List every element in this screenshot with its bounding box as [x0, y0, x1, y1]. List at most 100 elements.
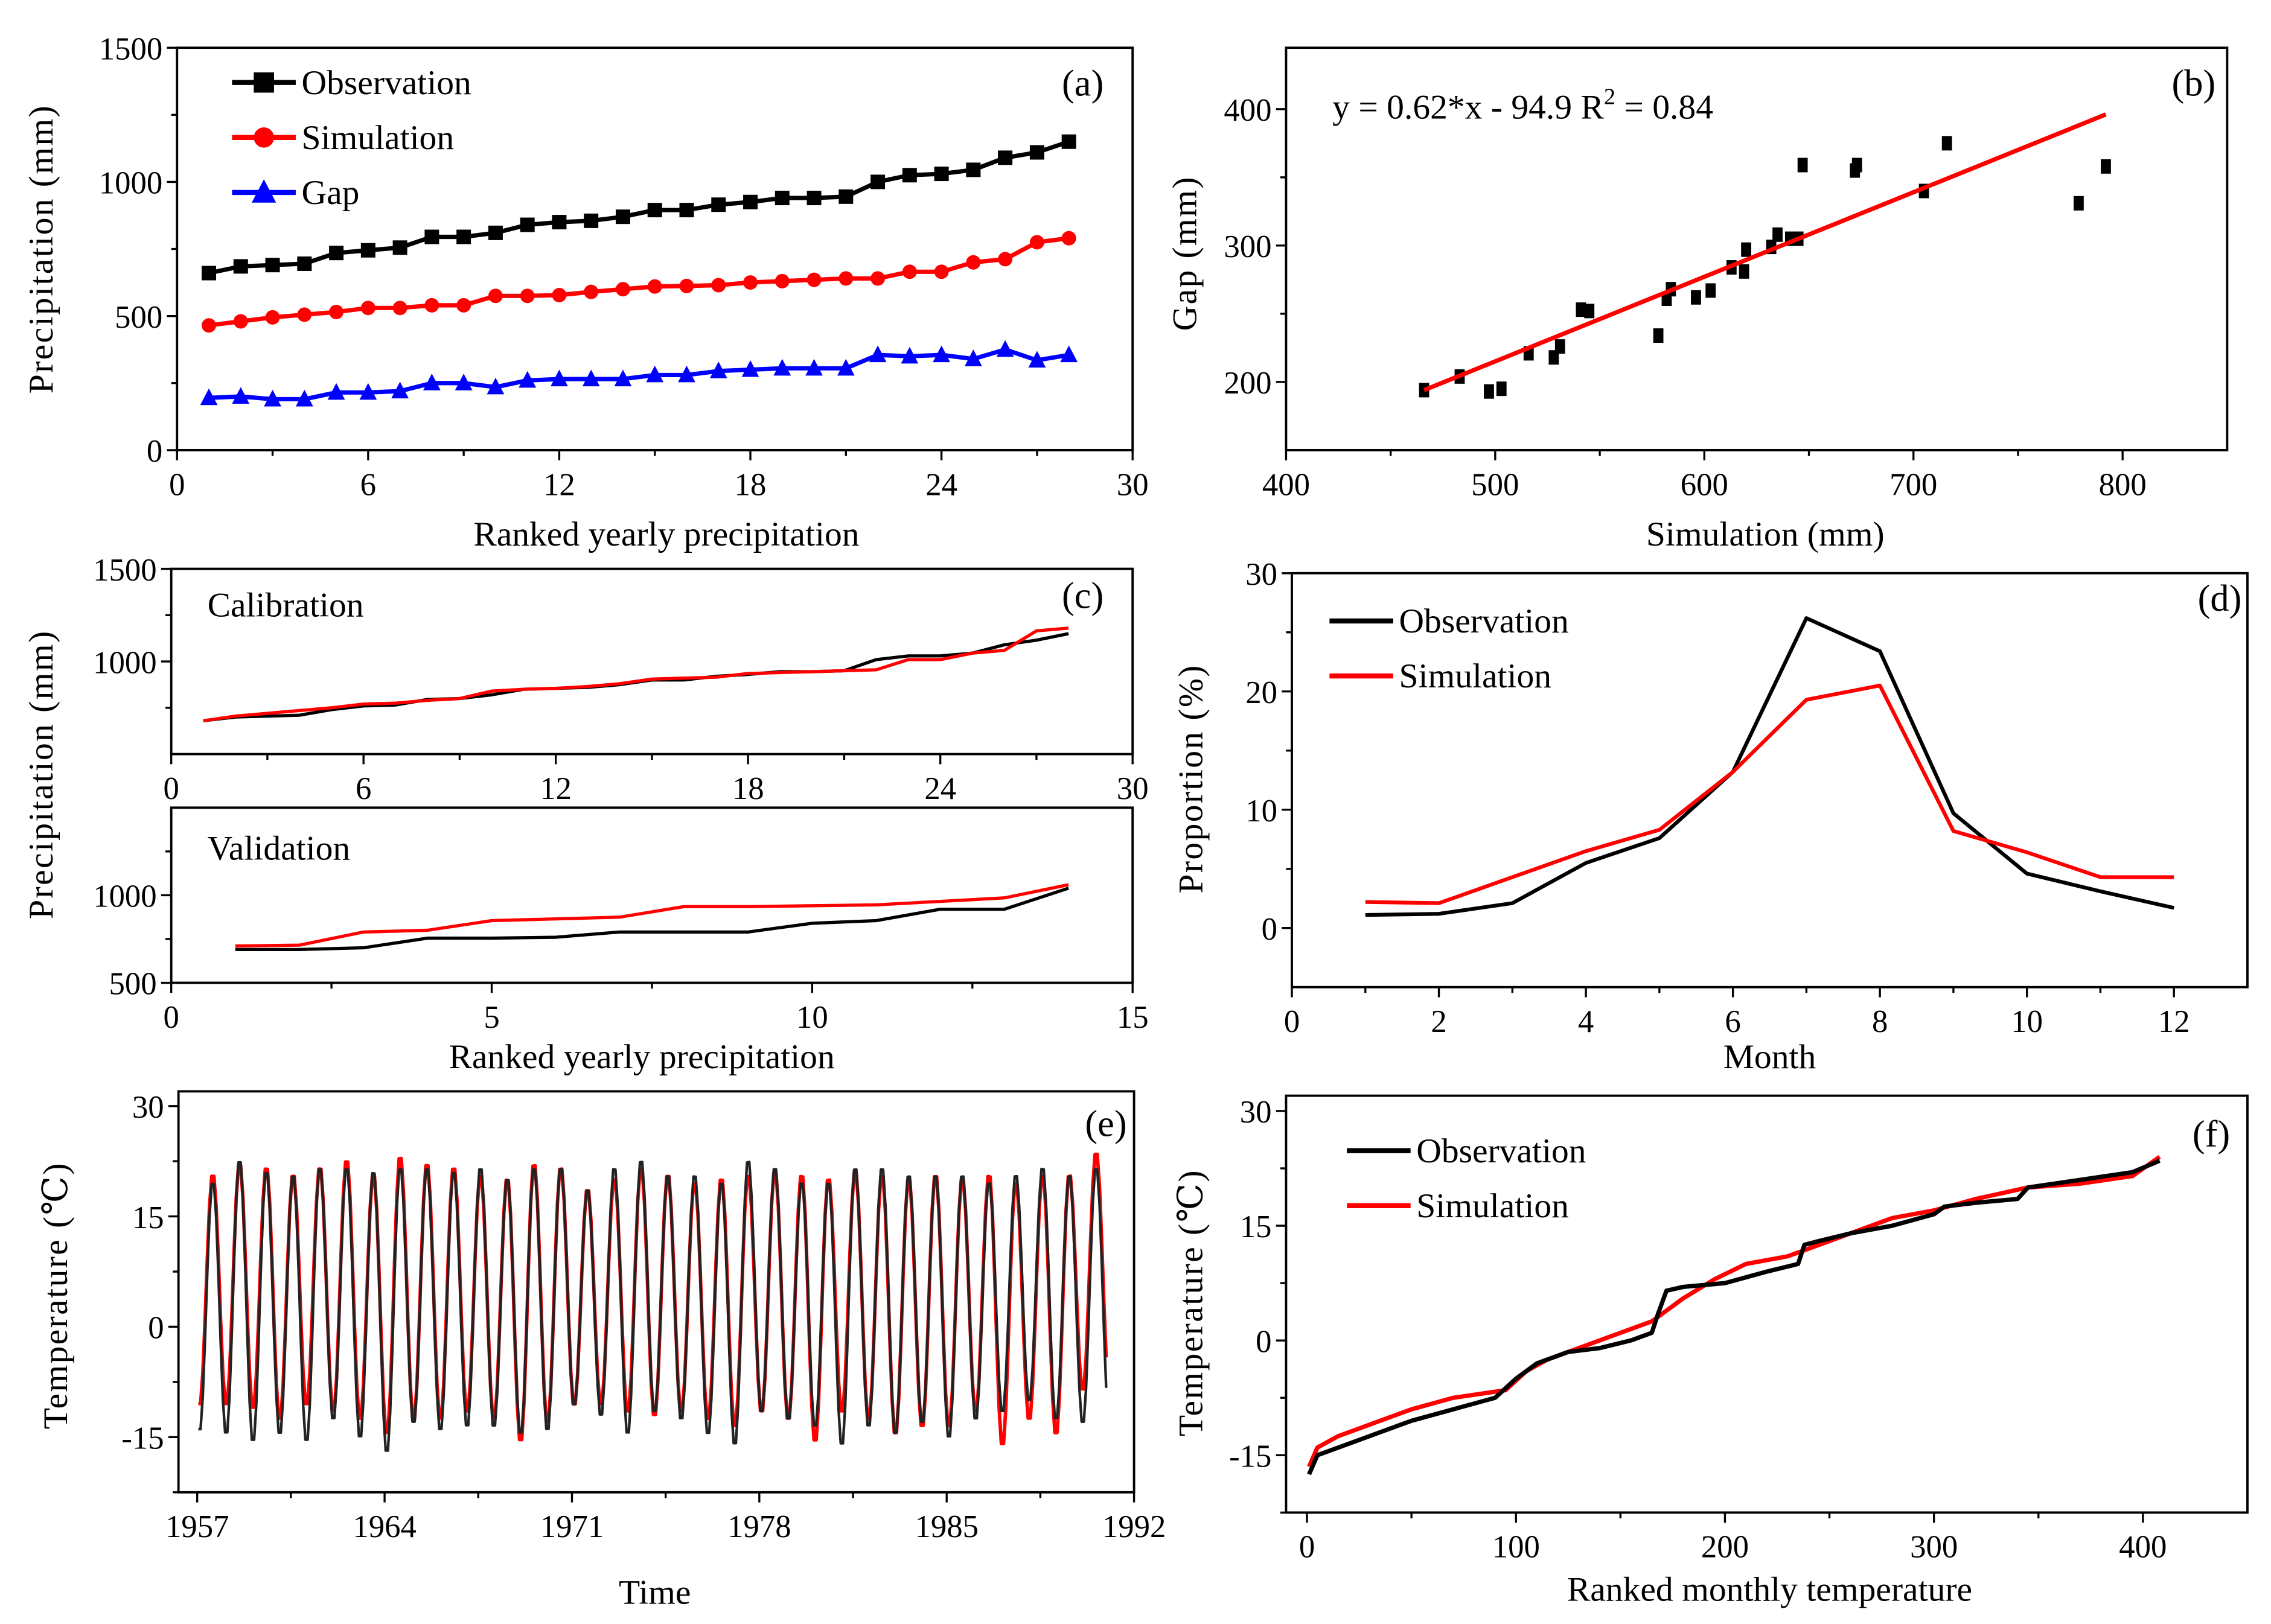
data-point-gap: [551, 369, 568, 387]
panel-b-equation: y = 0.62*x - 94.9 R2 = 0.84: [1332, 84, 1713, 127]
x-tick-label: 8: [1872, 1004, 1888, 1039]
data-point-simulation: [392, 301, 407, 316]
data-point-observation: [934, 167, 949, 182]
data-point-observation: [1029, 145, 1044, 160]
scatter-point: [2101, 159, 2111, 174]
x-tick-label: 5: [484, 1000, 499, 1035]
calibration-line-simulation: [203, 626, 1069, 722]
x-tick-label: 12: [2158, 1004, 2190, 1039]
series-line-gap: [208, 347, 1070, 402]
data-point-observation: [711, 197, 726, 212]
x-tick-label: 800: [2099, 467, 2147, 502]
legend-label-observation: Observation: [1399, 602, 1569, 640]
x-tick-label: 0: [163, 771, 179, 806]
y-tick-label: 30: [1240, 1095, 1272, 1130]
x-tick-label: 0: [169, 467, 185, 502]
panel-f-series: [1307, 1155, 2161, 1476]
x-tick-label: 1964: [353, 1509, 417, 1544]
data-point-observation: [202, 266, 217, 281]
data-point-gap: [837, 358, 855, 376]
panel-c-xlabel: Ranked yearly precipitation: [449, 1038, 835, 1076]
panel-d-series: [1365, 616, 2174, 917]
data-point-gap: [327, 383, 345, 400]
panel-e-frame: [177, 1090, 1136, 1494]
data-point-observation: [870, 174, 886, 189]
panel-e: 1957 1964 1971 1978 1985 1992 -15 0 15 30 (e) Tim…: [37, 1090, 1166, 1611]
y-tick-label: 1000: [93, 645, 157, 680]
panel-e-series: [198, 1152, 1108, 1452]
legend-label-simulation: Simulation: [302, 119, 455, 157]
data-point-gap: [391, 381, 409, 399]
x-tick-label: 1957: [165, 1509, 229, 1544]
panel-d-ylabel: Proportion (%): [1172, 664, 1210, 893]
x-tick-label: 4: [1578, 1004, 1594, 1039]
data-point-simulation: [711, 278, 726, 293]
x-tick-label: 10: [796, 1000, 828, 1035]
scatter-point: [1851, 158, 1862, 173]
y-tick-label: 0: [148, 1311, 164, 1346]
scatter-point: [1496, 381, 1507, 396]
data-point-observation: [584, 213, 599, 228]
scatter-point: [1584, 304, 1595, 319]
panel-b: 400 500 600 700 800 200 300 400 (b) y = 0.62*x …: [1166, 46, 2229, 553]
data-point-gap: [487, 377, 505, 395]
data-point-simulation: [775, 273, 790, 288]
data-point-simulation: [360, 301, 375, 316]
legend-marker-observation: [254, 72, 274, 93]
panel-c-series: [203, 626, 1069, 952]
data-point-gap: [678, 365, 695, 383]
panel-b-series: [1419, 112, 2111, 399]
data-point-gap: [232, 387, 250, 404]
data-point-observation: [838, 189, 854, 204]
x-tick-label: 1985: [915, 1509, 979, 1544]
panel-d-legend: Observation Simulation: [1329, 602, 1569, 695]
data-point-gap: [773, 358, 791, 376]
data-point-simulation: [520, 288, 535, 304]
data-point-gap: [709, 361, 727, 378]
data-point-simulation: [838, 271, 854, 286]
data-point-observation: [743, 194, 758, 209]
y-tick-label: 1000: [93, 879, 157, 914]
panel-b-label: (b): [2172, 62, 2216, 104]
panel-c-ylabel: Precipitation (mm): [22, 629, 60, 919]
panel-b-ticks: 400 500 600 700 800 200 300 400: [1224, 93, 2146, 502]
x-tick-label: 18: [735, 467, 767, 502]
x-tick-label: 24: [924, 771, 956, 806]
data-point-observation: [966, 162, 981, 177]
y-tick-label: 1500: [93, 553, 157, 588]
scatter-point: [1484, 384, 1494, 399]
y-tick-label: 30: [132, 1090, 164, 1125]
data-point-gap: [964, 349, 982, 366]
series-line-observation: [1365, 616, 2174, 917]
y-tick-label: 15: [1240, 1209, 1272, 1244]
data-point-simulation: [1029, 235, 1044, 250]
data-point-simulation: [679, 278, 694, 293]
panel-d-frame: [1291, 572, 2249, 989]
legend-label-simulation: Simulation: [1416, 1187, 1569, 1225]
panel-d: 0 2 4 6 8 10 12 0 10 20 30 (d) Month Proportion (%…: [1172, 557, 2249, 1076]
data-point-gap: [933, 345, 951, 363]
validation-line-observation: [235, 887, 1069, 952]
panel-a-xlabel: Ranked yearly precipitation: [473, 515, 859, 553]
data-point-gap: [1028, 351, 1046, 368]
data-point-observation: [520, 217, 535, 232]
y-tick-label: 1000: [99, 166, 162, 201]
data-point-observation: [233, 259, 248, 274]
data-point-gap: [264, 389, 281, 407]
data-point-observation: [392, 240, 407, 255]
x-tick-label: 700: [1889, 467, 1937, 502]
y-tick-label: -15: [121, 1421, 164, 1456]
data-point-observation: [360, 243, 375, 258]
data-point-observation: [456, 229, 471, 244]
x-tick-label: 1971: [540, 1509, 604, 1544]
data-point-simulation: [934, 264, 949, 279]
data-point-gap: [200, 388, 218, 406]
data-point-observation: [775, 191, 790, 206]
scatter-point: [1554, 339, 1565, 354]
data-point-observation: [297, 256, 312, 271]
data-point-simulation: [902, 264, 917, 279]
data-point-gap: [295, 389, 313, 407]
series-line-observation: [208, 139, 1070, 276]
x-tick-label: 12: [543, 467, 575, 502]
panel-a-series: [200, 134, 1078, 407]
